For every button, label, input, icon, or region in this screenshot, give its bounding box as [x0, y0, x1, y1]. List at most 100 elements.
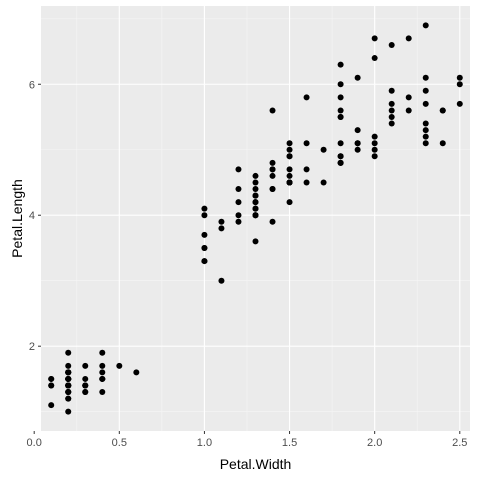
data-point — [269, 166, 276, 173]
data-point — [201, 258, 208, 265]
data-point — [286, 172, 293, 179]
y-tick-label: 4 — [29, 210, 35, 222]
data-point — [286, 153, 293, 160]
data-point — [252, 212, 259, 219]
data-point — [337, 140, 344, 147]
data-point — [354, 74, 361, 81]
data-point — [235, 218, 242, 225]
data-point — [354, 146, 361, 153]
data-point — [252, 238, 259, 245]
data-point — [286, 146, 293, 153]
data-point — [388, 87, 395, 94]
data-point — [201, 212, 208, 219]
data-point — [422, 74, 429, 81]
data-point — [422, 127, 429, 134]
data-point — [65, 362, 72, 369]
data-point — [252, 192, 259, 199]
data-point — [388, 107, 395, 114]
data-point — [439, 107, 446, 114]
data-point — [286, 166, 293, 173]
data-point — [48, 402, 55, 409]
data-point — [48, 375, 55, 382]
data-point — [405, 94, 412, 101]
data-point — [82, 362, 89, 369]
data-point — [269, 107, 276, 114]
data-point — [286, 140, 293, 147]
data-point — [99, 389, 106, 396]
data-point — [422, 22, 429, 29]
data-point — [252, 186, 259, 193]
data-point — [65, 369, 72, 376]
y-axis: 2 4 6 — [29, 79, 41, 353]
data-point — [456, 74, 463, 81]
data-point — [422, 100, 429, 107]
data-point — [337, 81, 344, 88]
y-tick-label: 2 — [29, 341, 35, 353]
data-point — [65, 382, 72, 389]
data-points — [48, 22, 463, 415]
data-point — [218, 277, 225, 284]
data-point — [405, 107, 412, 114]
data-point — [252, 205, 259, 212]
data-point — [116, 362, 123, 369]
x-tick-label: 2.0 — [367, 437, 382, 449]
data-point — [371, 55, 378, 62]
data-point — [388, 41, 395, 48]
data-point — [201, 231, 208, 238]
data-point — [235, 199, 242, 206]
data-point — [65, 375, 72, 382]
data-point — [422, 140, 429, 147]
data-point — [82, 389, 89, 396]
data-point — [252, 199, 259, 206]
data-point — [354, 140, 361, 147]
data-point — [422, 133, 429, 140]
x-tick-label: 0.0 — [27, 437, 42, 449]
data-point — [218, 225, 225, 232]
data-point — [99, 369, 106, 376]
data-point — [82, 382, 89, 389]
data-point — [320, 179, 327, 186]
data-point — [422, 87, 429, 94]
data-point — [65, 389, 72, 396]
major-gridlines — [33, 6, 470, 431]
data-point — [201, 205, 208, 212]
data-point — [303, 94, 310, 101]
minor-gridlines — [41, 6, 470, 431]
data-point — [65, 349, 72, 356]
data-point — [337, 113, 344, 120]
data-point — [286, 179, 293, 186]
data-point — [439, 140, 446, 147]
data-point — [456, 81, 463, 88]
x-tick-label: 0.5 — [112, 437, 127, 449]
data-point — [218, 218, 225, 225]
data-point — [48, 382, 55, 389]
data-point — [303, 179, 310, 186]
data-point — [303, 140, 310, 147]
data-point — [269, 218, 276, 225]
data-point — [252, 179, 259, 186]
data-point — [235, 166, 242, 173]
data-point — [456, 100, 463, 107]
data-point — [252, 172, 259, 179]
data-point — [269, 186, 276, 193]
data-point — [354, 127, 361, 134]
data-point — [371, 146, 378, 153]
x-axis-title: Petal.Width — [220, 456, 292, 472]
data-point — [337, 107, 344, 114]
y-axis-title: Petal.Length — [9, 179, 25, 258]
data-point — [371, 153, 378, 160]
data-point — [337, 94, 344, 101]
data-point — [405, 35, 412, 42]
data-point — [269, 172, 276, 179]
data-point — [337, 159, 344, 166]
y-tick-label: 6 — [29, 79, 35, 91]
data-point — [371, 140, 378, 147]
data-point — [337, 61, 344, 68]
plot-panel — [41, 6, 470, 431]
data-point — [235, 186, 242, 193]
x-tick-label: 2.5 — [452, 437, 467, 449]
data-point — [422, 120, 429, 127]
data-point — [286, 199, 293, 206]
x-tick-label: 1.5 — [282, 437, 297, 449]
data-point — [99, 349, 106, 356]
